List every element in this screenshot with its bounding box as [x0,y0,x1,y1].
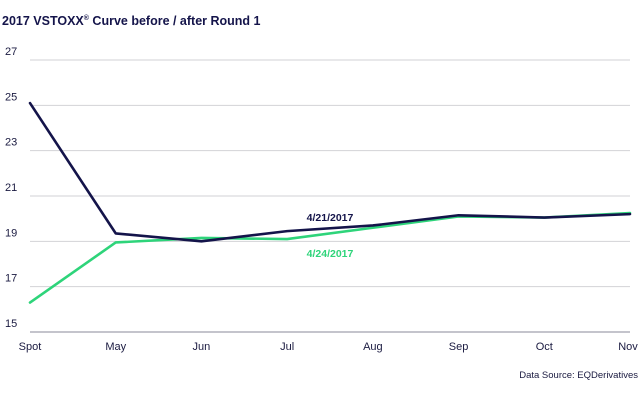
x-tick-label: Spot [19,341,42,353]
y-tick-label: 21 [5,182,17,194]
y-axis-ticks: 15 17 19 21 23 25 27 [5,46,17,330]
x-tick-label: Sep [449,341,469,353]
series-lines [28,101,632,304]
x-tick-label: Nov [618,341,638,353]
x-axis-ticks: Spot May Jun Jul Aug Sep Oct Nov [19,341,639,353]
data-source-note: Data Source: EQDerivatives [519,370,638,381]
gridlines [30,59,630,333]
y-tick-label: 25 [5,91,17,103]
x-tick-label: Jul [280,341,294,353]
registered-mark: ® [83,15,89,22]
y-tick-label: 17 [5,273,17,285]
chart-title-main: 2017 VSTOXX [2,14,84,28]
x-tick-label: Oct [536,341,553,353]
series-labels: 4/21/2017 4/24/2017 [307,212,354,260]
y-tick-label: 23 [5,137,17,149]
series-label-0: 4/21/2017 [307,212,354,224]
x-tick-label: Jun [193,341,211,353]
series-line-0 [28,101,632,243]
series-label-1: 4/24/2017 [307,248,354,260]
y-tick-label: 19 [5,227,17,239]
chart-title-rest: Curve before / after Round 1 [88,14,261,28]
y-tick-label: 15 [5,318,17,330]
x-tick-label: May [105,341,126,353]
x-tick-label: Aug [363,341,383,353]
chart-title: 2017 VSTOXX® Curve before / after Round … [2,14,261,28]
y-tick-label: 27 [5,46,17,58]
